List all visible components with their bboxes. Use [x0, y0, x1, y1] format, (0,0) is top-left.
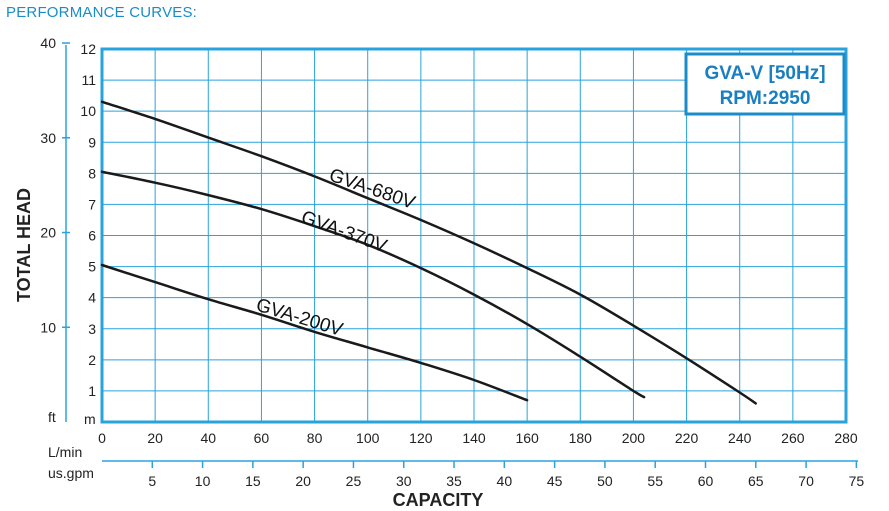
curve-gva-200v: [100, 263, 529, 402]
x-tick-lmin-label: 160: [515, 430, 539, 446]
x-tick-usgpm-label: 50: [597, 473, 613, 489]
y-tick-m-label: 3: [88, 321, 96, 337]
x-tick-lmin-label: 0: [98, 430, 106, 446]
x-tick-usgpm-label: 35: [446, 473, 462, 489]
x-tick-lmin-label: 20: [147, 430, 163, 446]
curve-label-gva-680v: GVA-680V: [326, 165, 418, 214]
x-tick-lmin-label: 100: [356, 430, 380, 446]
x-tick-lmin-label: 140: [462, 430, 486, 446]
curve-gva-680v: [100, 100, 757, 405]
x-ticks-usgpm: 5 10 15 20 25 30 35 40 45 50 55 60 65 70 75: [148, 461, 864, 489]
page-title: PERFORMANCE CURVES:: [6, 4, 198, 21]
y-tick-m-label: 5: [88, 259, 96, 275]
x-tick-lmin-label: 120: [409, 430, 433, 446]
plot-frame: [100, 47, 848, 424]
y-tick-ft-label: 40: [40, 35, 56, 51]
curve-gva-370v: [100, 170, 646, 399]
y-unit-m: m: [84, 411, 96, 427]
x-tick-lmin-label: 260: [781, 430, 805, 446]
y-tick-m-label: 2: [88, 352, 96, 368]
x-tick-usgpm-label: 65: [748, 473, 764, 489]
x-tick-lmin-label: 200: [622, 430, 646, 446]
curve-label-gva-370v: GVA-370V: [298, 207, 390, 257]
y-tick-m-label: 8: [88, 165, 96, 181]
model-info-line1: GVA-V [50Hz]: [704, 63, 825, 84]
x-unit-lmin: L/min: [48, 444, 82, 460]
curves: [100, 100, 757, 405]
y-axis-title: TOTAL HEAD: [14, 188, 34, 302]
x-tick-lmin-label: 180: [569, 430, 593, 446]
y-tick-m-label: 4: [88, 290, 96, 306]
y-tick-m-label: 12: [80, 41, 96, 57]
x-tick-usgpm-label: 5: [148, 473, 156, 489]
x-tick-usgpm-label: 25: [346, 473, 362, 489]
x-tick-lmin-label: 240: [728, 430, 752, 446]
x-tick-usgpm-label: 60: [698, 473, 714, 489]
x-tick-usgpm-label: 40: [497, 473, 513, 489]
model-info-line2: RPM:2950: [720, 88, 811, 109]
x-tick-lmin-label: 280: [834, 430, 858, 446]
curve-label-gva-200v: GVA-200V: [254, 295, 346, 341]
y-tick-m-label: 10: [80, 103, 96, 119]
x-tick-lmin-label: 220: [675, 430, 699, 446]
y-tick-ft-label: 10: [40, 319, 56, 335]
x-tick-usgpm-label: 30: [396, 473, 412, 489]
x-tick-lmin-label: 80: [307, 430, 323, 446]
y-tick-m-label: 7: [88, 196, 96, 212]
y-tick-m-label: 9: [88, 134, 96, 150]
x-unit-usgpm: us.gpm: [48, 465, 94, 481]
y-tick-ft-label: 30: [40, 130, 56, 146]
y-tick-m-label: 6: [88, 228, 96, 244]
x-tick-usgpm-label: 75: [849, 473, 865, 489]
x-tick-lmin-label: 60: [254, 430, 270, 446]
x-axis-title: CAPACITY: [393, 490, 484, 510]
x-tick-lmin-label: 40: [200, 430, 216, 446]
model-info-box: GVA-V [50Hz] RPM:2950: [684, 52, 846, 116]
x-tick-usgpm-label: 20: [295, 473, 311, 489]
x-tick-usgpm-label: 45: [547, 473, 563, 489]
y-unit-ft: ft: [48, 409, 56, 425]
x-tick-usgpm-label: 15: [245, 473, 261, 489]
x-ticks-lmin: 0 20 40 60 80 100 120 140 160 180 200 220 240 260 280: [98, 430, 858, 446]
x-tick-usgpm-label: 55: [647, 473, 663, 489]
y-tick-m-label: 11: [81, 72, 96, 88]
y-tick-m-label: 1: [88, 383, 96, 399]
x-tick-usgpm-label: 10: [195, 473, 211, 489]
y-tick-ft-label: 20: [40, 225, 56, 241]
x-tick-usgpm-label: 70: [798, 473, 814, 489]
